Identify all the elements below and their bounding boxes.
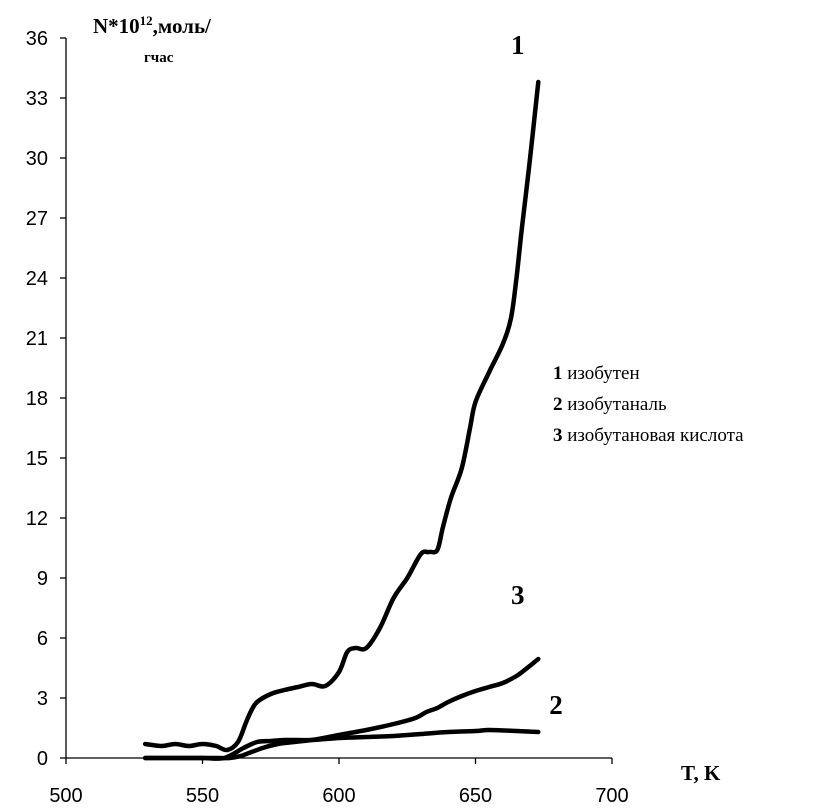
y-tick-label: 12: [26, 508, 48, 530]
series-line-3: [142, 656, 541, 761]
x-tick-label: 500: [49, 785, 82, 807]
series-group: [142, 79, 541, 761]
y-tick-label: 24: [26, 268, 48, 290]
y-tick-label: 36: [26, 28, 48, 50]
curve-labels: 1 3 2: [511, 30, 563, 720]
series-line-1: [142, 79, 541, 753]
y-tick-label: 30: [26, 148, 48, 170]
y-tick-label: 6: [37, 628, 48, 650]
y-tick-label: 3: [37, 688, 48, 710]
y-tick-label: 21: [26, 328, 48, 350]
y-tick-label: 0: [37, 748, 48, 770]
curve-label-3: 3: [511, 580, 525, 610]
y-tick-label: 33: [26, 88, 48, 110]
y-tick-label: 27: [26, 208, 48, 230]
curve-label-2: 2: [549, 690, 563, 720]
legend: 1 изобутен 2 изобутаналь 3 изобутановая …: [553, 363, 744, 446]
x-tick-label: 650: [459, 785, 492, 807]
x-tick-label: 700: [595, 785, 628, 807]
legend-item-2: 2 изобутаналь: [553, 394, 667, 415]
legend-item-3: 3 изобутановая кислота: [553, 425, 744, 446]
y-axis-title: N*1012,моль/: [93, 13, 212, 38]
x-tick-label: 550: [186, 785, 219, 807]
x-axis-title: T, K: [681, 761, 721, 785]
curve-label-1: 1: [511, 30, 525, 60]
legend-item-1: 1 изобутен: [553, 363, 640, 384]
y-axis-title-line2: гчас: [144, 50, 174, 66]
y-tick-label: 18: [26, 388, 48, 410]
y-tick-label: 15: [26, 448, 48, 470]
y-tick-label: 9: [37, 568, 48, 590]
x-tick-label: 600: [322, 785, 355, 807]
